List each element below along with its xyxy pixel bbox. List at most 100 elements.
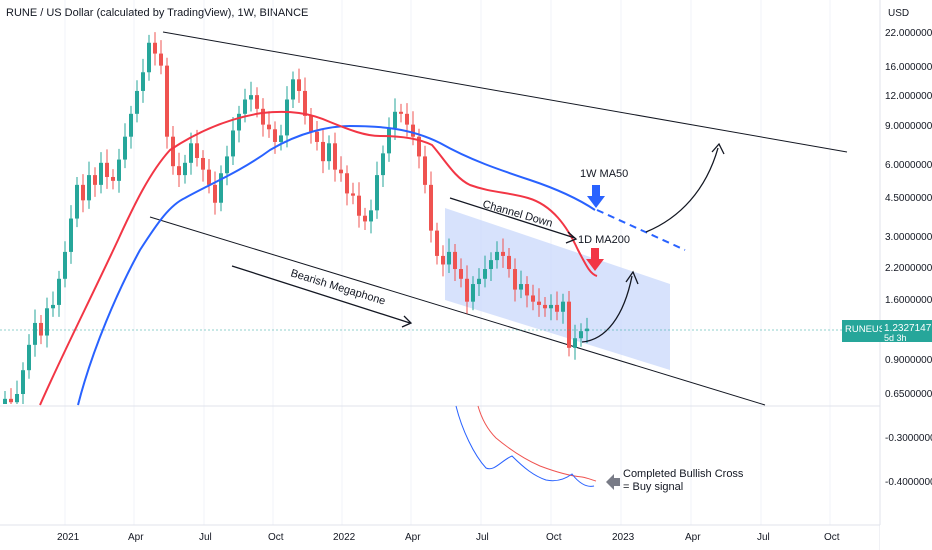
candle-body bbox=[243, 99, 247, 114]
ma50-down-arrow-icon bbox=[587, 185, 605, 208]
candle-body bbox=[9, 398, 13, 403]
candle-body bbox=[573, 338, 577, 348]
candle-body bbox=[45, 308, 49, 336]
candle-body bbox=[537, 301, 541, 305]
candle-body bbox=[255, 95, 259, 109]
candle-body bbox=[69, 218, 73, 252]
candle-body bbox=[15, 394, 19, 403]
candle-body bbox=[63, 251, 67, 279]
candle-body bbox=[333, 143, 337, 170]
candle-body bbox=[513, 269, 517, 290]
settings-corner[interactable] bbox=[880, 525, 932, 550]
candle-body bbox=[213, 184, 217, 203]
bearish-megaphone-label: Bearish Megaphone bbox=[289, 267, 387, 307]
candle-body bbox=[231, 130, 235, 157]
candle-body bbox=[81, 184, 85, 201]
time-tick: Apr bbox=[128, 532, 144, 543]
candle-body bbox=[159, 53, 163, 66]
candle-body bbox=[33, 322, 37, 345]
candle-body bbox=[291, 79, 295, 100]
candle-body bbox=[105, 162, 109, 177]
time-tick: Oct bbox=[824, 532, 840, 543]
bullish-cross-arrow-icon bbox=[606, 474, 620, 490]
candle-body bbox=[51, 304, 55, 309]
candle-body bbox=[87, 175, 91, 201]
time-tick: Apr bbox=[405, 532, 421, 543]
channel-down-area bbox=[445, 208, 670, 370]
indicator-tick: -0.4000000 bbox=[885, 477, 932, 488]
candle-body bbox=[279, 135, 283, 142]
channel-arrow-head bbox=[565, 231, 578, 244]
candles bbox=[3, 32, 589, 404]
time-tick: 2023 bbox=[612, 532, 635, 543]
candle-body bbox=[327, 143, 331, 162]
megaphone-arrow bbox=[231, 265, 411, 324]
candle-body bbox=[225, 156, 229, 174]
candle-body bbox=[141, 72, 145, 91]
candle-body bbox=[39, 322, 43, 336]
price-tick: 1.6000000 bbox=[885, 295, 932, 306]
candle-body bbox=[117, 159, 121, 181]
price-tag[interactable] bbox=[842, 320, 892, 342]
indicator-red-line bbox=[477, 405, 597, 482]
indicator-tick: -0.3000000 bbox=[885, 433, 932, 444]
candle-body bbox=[195, 143, 199, 158]
price-tick: 12.0000000 bbox=[885, 91, 932, 102]
grid-vertical bbox=[64, 0, 831, 525]
price-tick: 0.6500000 bbox=[885, 389, 932, 400]
candle-body bbox=[297, 79, 301, 91]
channel-arrow bbox=[449, 197, 576, 239]
candle-body bbox=[129, 113, 133, 137]
candle-body bbox=[273, 129, 277, 142]
candle-body bbox=[483, 269, 487, 279]
price-tick: 16.0000000 bbox=[885, 62, 932, 73]
price-tag-countdown: 5d 3h bbox=[884, 333, 907, 343]
time-tick: Oct bbox=[546, 532, 562, 543]
ma50-projection bbox=[596, 209, 686, 251]
candle-body bbox=[465, 278, 469, 302]
candle-body bbox=[21, 370, 25, 394]
candle-body bbox=[495, 251, 499, 261]
megaphone-lower-line[interactable] bbox=[149, 216, 766, 406]
ma200-label: 1D MA200 bbox=[578, 234, 630, 246]
candle-body bbox=[261, 108, 265, 125]
candle-body bbox=[441, 255, 445, 265]
candle-body bbox=[561, 301, 565, 312]
candle-body bbox=[3, 398, 7, 404]
candle-body bbox=[543, 304, 547, 309]
candle-body bbox=[489, 260, 493, 270]
megaphone-upper-line[interactable] bbox=[162, 31, 848, 153]
time-tick: Jul bbox=[757, 532, 770, 543]
candle-body bbox=[393, 111, 397, 129]
candle-body bbox=[423, 156, 427, 185]
candle-body bbox=[459, 269, 463, 279]
candle-body bbox=[309, 115, 313, 132]
candle-body bbox=[351, 193, 355, 196]
candle-body bbox=[429, 184, 433, 231]
candle-body bbox=[321, 141, 325, 162]
candle-body bbox=[99, 162, 103, 185]
candle-body bbox=[525, 284, 529, 296]
candle-body bbox=[183, 162, 187, 176]
candle-body bbox=[507, 255, 511, 270]
projection-curve-left-head bbox=[625, 270, 639, 285]
candle-body bbox=[369, 210, 373, 222]
candle-body bbox=[27, 344, 31, 371]
candle-body bbox=[123, 136, 127, 160]
projection-curve-left bbox=[581, 275, 633, 343]
annotation-arrows bbox=[231, 142, 725, 343]
candle-body bbox=[303, 90, 307, 116]
time-tick: Oct bbox=[268, 532, 284, 543]
time-tick: 2022 bbox=[333, 532, 356, 543]
candle-body bbox=[249, 95, 253, 100]
candle-body bbox=[471, 284, 475, 302]
candle-body bbox=[339, 169, 343, 174]
time-tick: 2021 bbox=[57, 532, 80, 543]
time-tick: Jul bbox=[476, 532, 489, 543]
candle-body bbox=[519, 284, 523, 290]
projection-curve-right bbox=[645, 147, 719, 233]
candle-body bbox=[153, 42, 157, 54]
candle-body bbox=[399, 111, 403, 114]
price-tick: 9.0000000 bbox=[885, 121, 932, 132]
